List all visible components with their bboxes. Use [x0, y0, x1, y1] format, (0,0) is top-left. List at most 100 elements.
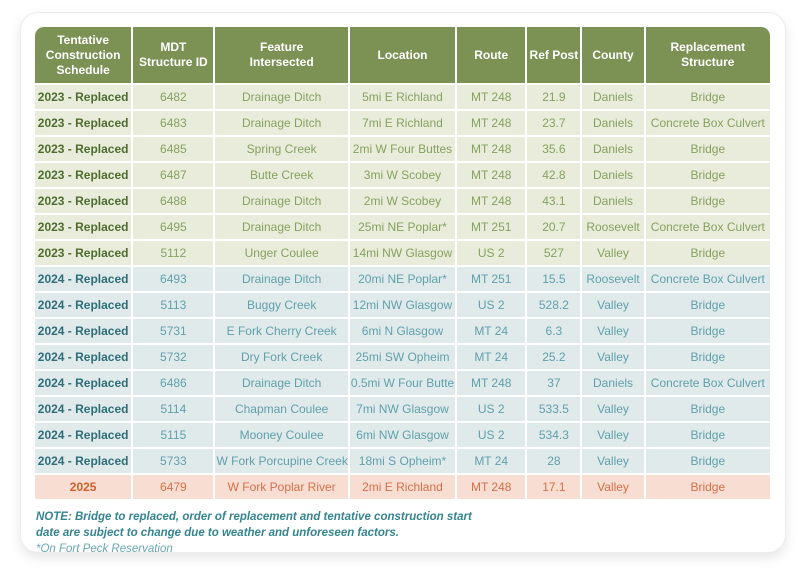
cell-feature: Drainage Ditch	[215, 85, 348, 109]
cell-route: MT 248	[457, 137, 526, 161]
cell-route: MT 251	[457, 267, 526, 291]
cell-replacement: Bridge	[645, 85, 770, 109]
cell-schedule: 2024 - Replaced	[35, 423, 132, 447]
cell-route: MT 24	[457, 345, 526, 369]
cell-ref-post: 43.1	[527, 189, 581, 213]
cell-feature: Drainage Ditch	[215, 111, 348, 135]
cell-schedule: 2024 - Replaced	[35, 319, 132, 343]
footnote-text: *On Fort Peck Reservation	[36, 543, 173, 556]
cell-replacement: Bridge	[645, 397, 770, 421]
cell-ref-post: 527	[527, 241, 581, 265]
col-header-county: County	[582, 27, 644, 83]
cell-schedule: 2024 - Replaced	[35, 371, 132, 395]
cell-structure-id: 6493	[133, 267, 214, 291]
table-row: 2024 - Replaced 5113 Buggy Creek 12mi NW Gl…	[35, 293, 770, 317]
cell-county: Valley	[582, 449, 644, 473]
cell-ref-post: 37	[527, 371, 581, 395]
table-header: Tentative Construction Schedule MDT Stru…	[35, 27, 770, 83]
cell-replacement: Bridge	[645, 423, 770, 447]
cell-county: Daniels	[582, 189, 644, 213]
cell-county: Valley	[582, 241, 644, 265]
cell-schedule: 2023 - Replaced	[35, 215, 132, 239]
cell-replacement: Bridge	[645, 475, 770, 499]
table-row: 2024 - Replaced 6486 Drainage Ditch 0.5mi W…	[35, 371, 770, 395]
cell-feature: W Fork Porcupine Creek	[215, 449, 348, 473]
col-header-location: Location	[349, 27, 456, 83]
cell-county: Valley	[582, 397, 644, 421]
cell-location: 2mi W Four Buttes	[349, 137, 456, 161]
col-header-feature-intersected: Feature Intersected	[215, 27, 348, 83]
cell-county: Roosevelt	[582, 267, 644, 291]
cell-county: Valley	[582, 293, 644, 317]
table-row: 2024 - Replaced 5114 Chapman Coulee 7mi NW …	[35, 397, 770, 421]
cell-feature: Spring Creek	[215, 137, 348, 161]
cell-feature: Drainage Ditch	[215, 371, 348, 395]
cell-schedule: 2024 - Replaced	[35, 267, 132, 291]
table-row: 2023 - Replaced 6487 Butte Creek 3mi W Scob…	[35, 163, 770, 187]
cell-replacement: Bridge	[645, 241, 770, 265]
col-header-ref-post: Ref Post	[527, 27, 581, 83]
cell-replacement: Concrete Box Culvert	[645, 371, 770, 395]
cell-schedule: 2023 - Replaced	[35, 163, 132, 187]
cell-feature: Chapman Coulee	[215, 397, 348, 421]
cell-ref-post: 534.3	[527, 423, 581, 447]
cell-location: 7mi NW Glasgow	[349, 397, 456, 421]
cell-county: Daniels	[582, 111, 644, 135]
cell-ref-post: 23.7	[527, 111, 581, 135]
cell-ref-post: 42.8	[527, 163, 581, 187]
col-header-route: Route	[457, 27, 526, 83]
cell-feature: Unger Coulee	[215, 241, 348, 265]
cell-structure-id: 6483	[133, 111, 214, 135]
cell-schedule: 2024 - Replaced	[35, 449, 132, 473]
cell-route: MT 24	[457, 449, 526, 473]
cell-location: 25mi NE Poplar*	[349, 215, 456, 239]
cell-feature: Drainage Ditch	[215, 189, 348, 213]
table-row: 2024 - Replaced 5115 Mooney Coulee 6mi NW G…	[35, 423, 770, 447]
cell-county: Daniels	[582, 85, 644, 109]
cell-location: 2mi E Richland	[349, 475, 456, 499]
cell-schedule: 2023 - Replaced	[35, 111, 132, 135]
table-row: 2025 6479 W Fork Poplar River 2mi E Richlan…	[35, 475, 770, 499]
note-text: NOTE: Bridge to replaced, order of repla…	[36, 511, 472, 539]
cell-route: US 2	[457, 423, 526, 447]
cell-schedule: 2024 - Replaced	[35, 397, 132, 421]
cell-county: Roosevelt	[582, 215, 644, 239]
cell-structure-id: 6486	[133, 371, 214, 395]
cell-replacement: Concrete Box Culvert	[645, 111, 770, 135]
table-row: 2023 - Replaced 6485 Spring Creek 2mi W Fou…	[35, 137, 770, 161]
cell-feature: Dry Fork Creek	[215, 345, 348, 369]
cell-feature: Mooney Coulee	[215, 423, 348, 447]
cell-replacement: Concrete Box Culvert	[645, 267, 770, 291]
cell-structure-id: 5733	[133, 449, 214, 473]
cell-location: 6mi NW Glasgow	[349, 423, 456, 447]
cell-replacement: Bridge	[645, 293, 770, 317]
cell-structure-id: 5114	[133, 397, 214, 421]
cell-feature: E Fork Cherry Creek	[215, 319, 348, 343]
cell-location: 2mi W Scobey	[349, 189, 456, 213]
cell-feature: W Fork Poplar River	[215, 475, 348, 499]
cell-location: 0.5mi W Four Buttes	[349, 371, 456, 395]
cell-route: MT 24	[457, 319, 526, 343]
cell-structure-id: 6482	[133, 85, 214, 109]
table-row: 2024 - Replaced 5731 E Fork Cherry Creek 6m…	[35, 319, 770, 343]
table-body: 2023 - Replaced 6482 Drainage Ditch 5mi E R…	[35, 85, 770, 499]
cell-county: Valley	[582, 423, 644, 447]
header-row: Tentative Construction Schedule MDT Stru…	[35, 27, 770, 83]
table-row: 2024 - Replaced 5732 Dry Fork Creek 25mi SW…	[35, 345, 770, 369]
cell-location: 14mi NW Glasgow	[349, 241, 456, 265]
cell-structure-id: 6495	[133, 215, 214, 239]
cell-county: Valley	[582, 475, 644, 499]
cell-schedule: 2024 - Replaced	[35, 293, 132, 317]
cell-ref-post: 6.3	[527, 319, 581, 343]
cell-structure-id: 5113	[133, 293, 214, 317]
cell-county: Valley	[582, 345, 644, 369]
cell-structure-id: 6479	[133, 475, 214, 499]
cell-county: Daniels	[582, 163, 644, 187]
cell-ref-post: 533.5	[527, 397, 581, 421]
cell-ref-post: 35.6	[527, 137, 581, 161]
cell-ref-post: 17.1	[527, 475, 581, 499]
cell-route: MT 248	[457, 163, 526, 187]
cell-route: MT 248	[457, 111, 526, 135]
cell-location: 3mi W Scobey	[349, 163, 456, 187]
cell-replacement: Bridge	[645, 189, 770, 213]
